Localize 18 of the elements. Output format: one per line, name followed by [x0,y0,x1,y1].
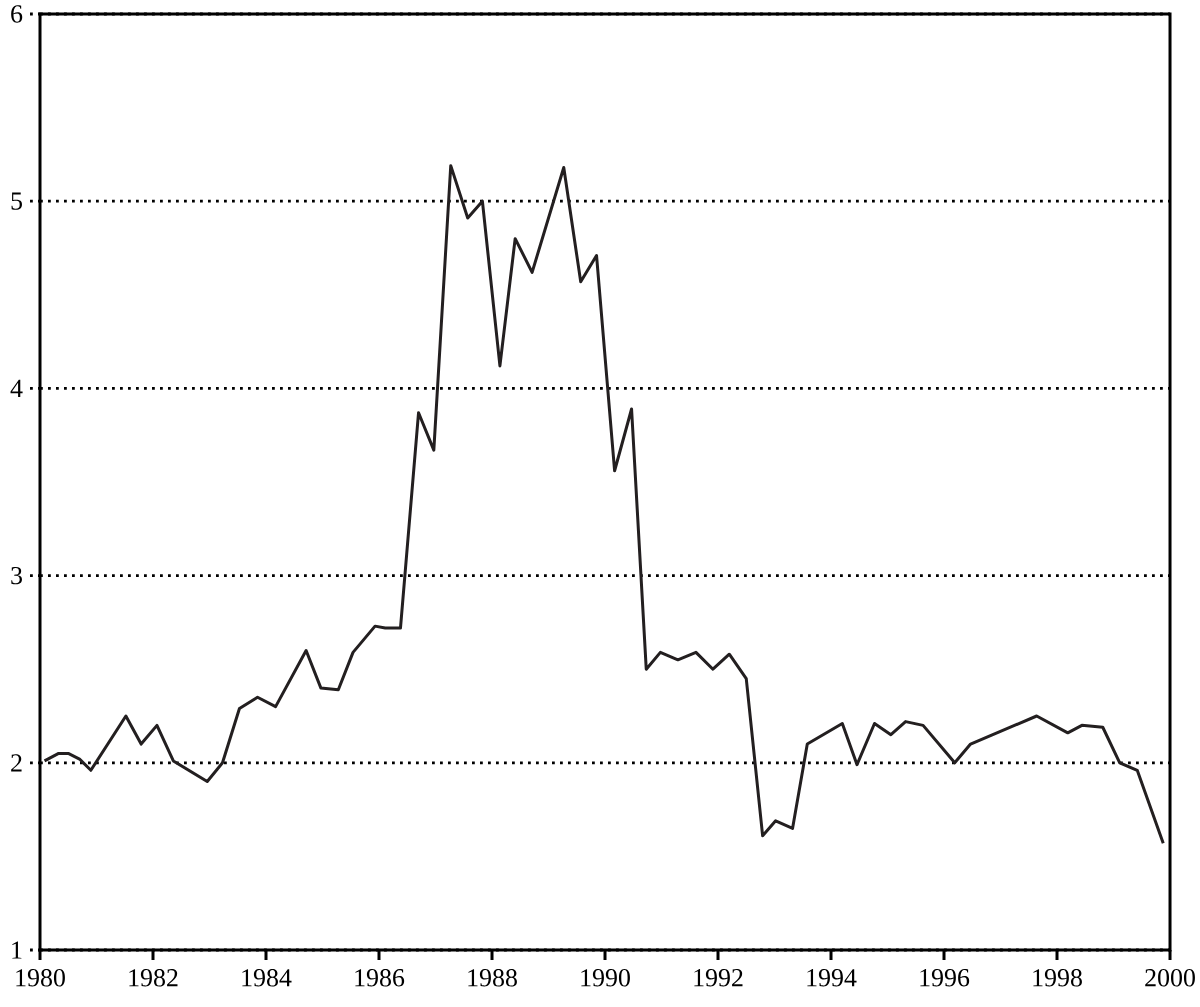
x-tick-label: 1996 [920,969,970,987]
y-tick-label: 3 [11,566,22,585]
line-series [43,164,1165,845]
x-tick-label: 1986 [355,969,405,987]
x-tick-label: 1992 [694,969,743,987]
x-tick-label: 2000 [1145,969,1195,987]
y-tick-label: 4 [10,379,23,397]
x-tick-label: 1980 [16,969,65,987]
y-tick-label: 2 [11,754,22,772]
x-tick-label: 1984 [242,969,292,987]
y-tick-label: 1 [12,941,22,959]
x-tick-label: 1994 [807,969,857,987]
x-tick-label: 1990 [581,969,630,987]
y-tick-label: 5 [11,192,22,210]
x-tick-label: 1998 [1033,969,1082,987]
x-tick-label: 1988 [468,969,517,987]
x-tick-label: 1982 [129,969,178,987]
y-tick-label: 6 [11,5,23,23]
